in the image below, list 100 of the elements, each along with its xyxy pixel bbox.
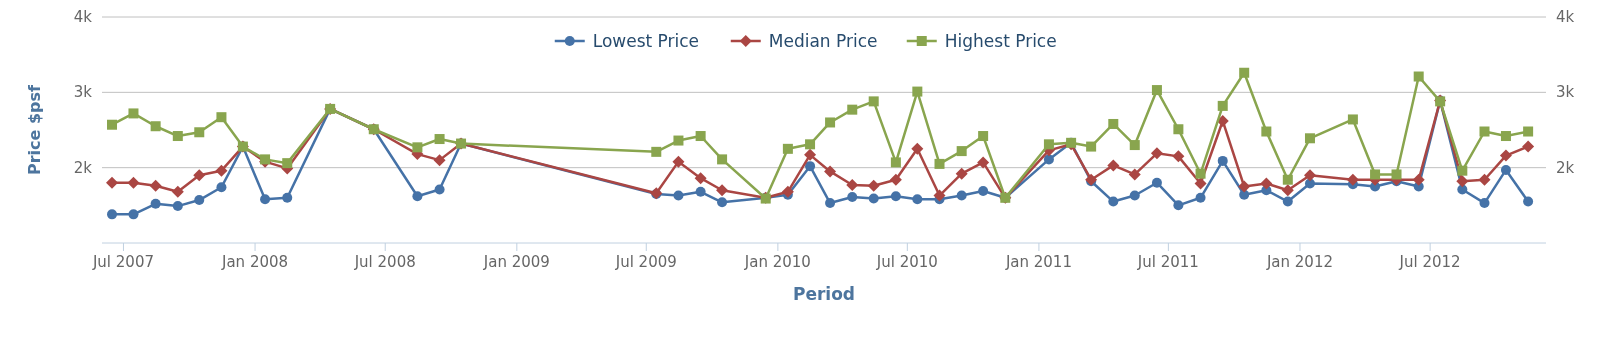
- point: [1239, 189, 1250, 200]
- point: [1457, 165, 1468, 176]
- point: [912, 194, 923, 205]
- point: [216, 182, 227, 193]
- point: [804, 148, 817, 161]
- point: [127, 176, 140, 189]
- point: [1261, 126, 1272, 137]
- point: [282, 192, 293, 203]
- point: [717, 197, 728, 208]
- point: [412, 191, 423, 202]
- point: [1304, 133, 1315, 144]
- point: [1086, 141, 1097, 152]
- point: [889, 173, 902, 186]
- point: [194, 195, 205, 206]
- point: [934, 158, 945, 169]
- point: [1108, 118, 1119, 129]
- point: [1413, 71, 1424, 82]
- point: [781, 185, 794, 198]
- x-tick-label: Jul 2009: [614, 253, 677, 271]
- point: [1478, 173, 1491, 186]
- point: [805, 161, 816, 172]
- point: [956, 190, 967, 201]
- point: [434, 134, 445, 145]
- point: [672, 155, 685, 168]
- x-tick-label: Jan 2011: [1004, 253, 1072, 271]
- point: [978, 186, 989, 197]
- point: [1129, 140, 1140, 151]
- point: [868, 96, 879, 107]
- x-tick-label: Jul 2008: [353, 253, 416, 271]
- point: [1500, 131, 1511, 142]
- point: [171, 185, 184, 198]
- legend-label: Median Price: [768, 31, 878, 51]
- point: [150, 198, 161, 209]
- point: [673, 135, 684, 146]
- point: [867, 179, 880, 192]
- point: [1523, 126, 1534, 137]
- y2-tick-label: 2k: [1556, 158, 1575, 177]
- x-tick-label: Jul 2012: [1398, 253, 1461, 271]
- point: [1346, 173, 1359, 186]
- point: [1303, 169, 1316, 182]
- point: [1238, 180, 1251, 193]
- point: [933, 189, 946, 202]
- point: [433, 154, 446, 167]
- point: [977, 156, 990, 169]
- point: [805, 139, 816, 150]
- point: [172, 201, 183, 212]
- point: [651, 146, 662, 157]
- point: [1456, 175, 1469, 188]
- x-axis-title: Period: [792, 284, 856, 304]
- point: [782, 143, 793, 154]
- point: [1043, 139, 1054, 150]
- x-tick-label: Jan 2012: [1265, 253, 1334, 271]
- x-tick-label: Jul 2007: [91, 253, 154, 271]
- point: [1347, 114, 1358, 125]
- y-tick-label: 2k: [73, 158, 93, 177]
- point: [150, 121, 161, 132]
- legend-label: Highest Price: [944, 31, 1057, 51]
- point: [193, 169, 206, 182]
- point: [890, 157, 901, 168]
- point: [1391, 169, 1402, 180]
- point: [825, 198, 836, 209]
- point: [1172, 150, 1185, 163]
- point: [1151, 177, 1162, 188]
- point: [824, 165, 837, 178]
- point: [1282, 196, 1293, 207]
- point: [1150, 147, 1163, 160]
- y-tick-label: 4k: [73, 8, 93, 26]
- point: [1282, 174, 1293, 185]
- point: [1195, 192, 1206, 203]
- point: [194, 127, 205, 138]
- point: [434, 184, 445, 195]
- point: [956, 146, 967, 157]
- point: [172, 131, 183, 142]
- point: [215, 164, 228, 177]
- point: [695, 131, 706, 142]
- point: [412, 142, 423, 153]
- point: [955, 167, 968, 180]
- point: [1479, 198, 1490, 209]
- point: [825, 117, 836, 128]
- point: [1370, 169, 1381, 180]
- legend-label: Lowest Price: [592, 31, 700, 51]
- point: [911, 142, 924, 155]
- point: [1194, 177, 1207, 190]
- point: [1195, 168, 1206, 179]
- point: [260, 194, 271, 205]
- x-tick-label: Jan 2010: [743, 253, 811, 271]
- point: [128, 209, 139, 220]
- point: [1108, 196, 1119, 207]
- point: [1173, 200, 1184, 211]
- point: [1457, 184, 1468, 195]
- point: [1239, 67, 1250, 78]
- point: [1260, 177, 1273, 190]
- point: [717, 154, 728, 165]
- point: [716, 184, 729, 197]
- point: [282, 158, 293, 169]
- point: [868, 193, 879, 204]
- point: [1107, 159, 1120, 172]
- point: [1500, 164, 1511, 175]
- point: [978, 131, 989, 142]
- x-tick-label: Jul 2011: [1136, 253, 1199, 271]
